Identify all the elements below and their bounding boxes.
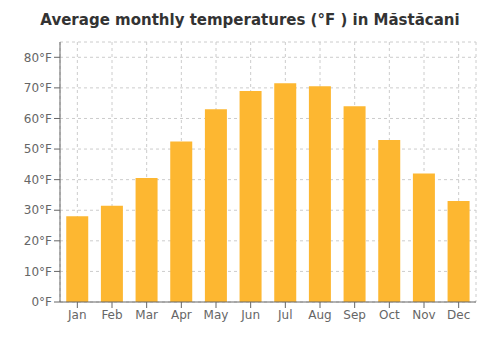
svg-text:30°F: 30°F <box>24 203 52 217</box>
svg-text:Oct: Oct <box>379 308 400 322</box>
svg-text:Jun: Jun <box>240 308 260 322</box>
svg-text:40°F: 40°F <box>24 173 52 187</box>
svg-text:Nov: Nov <box>412 308 435 322</box>
svg-text:Feb: Feb <box>101 308 122 322</box>
html-text:Average monthly temperatures (: Average monthly temperatures (°F ) in Mă… <box>40 11 460 29</box>
svg-text:Sep: Sep <box>343 308 366 322</box>
svg-text:20°F: 20°F <box>24 234 52 248</box>
svg-text:60°F: 60°F <box>24 112 52 126</box>
svg-text:10°F: 10°F <box>24 265 52 279</box>
svg-text:70°F: 70°F <box>24 81 52 95</box>
svg-text:Dec: Dec <box>447 308 470 322</box>
svg-text:80°F: 80°F <box>24 51 52 65</box>
svg-text:Jul: Jul <box>277 308 292 322</box>
svg-text:Aug: Aug <box>308 308 331 322</box>
svg-text:Apr: Apr <box>171 308 192 322</box>
svg-text:50°F: 50°F <box>24 142 52 156</box>
svg-text:0°F: 0°F <box>31 295 52 309</box>
svg-text:May: May <box>204 308 229 322</box>
svg-text:Jan: Jan <box>67 308 87 322</box>
svg-text:Mar: Mar <box>135 308 158 322</box>
